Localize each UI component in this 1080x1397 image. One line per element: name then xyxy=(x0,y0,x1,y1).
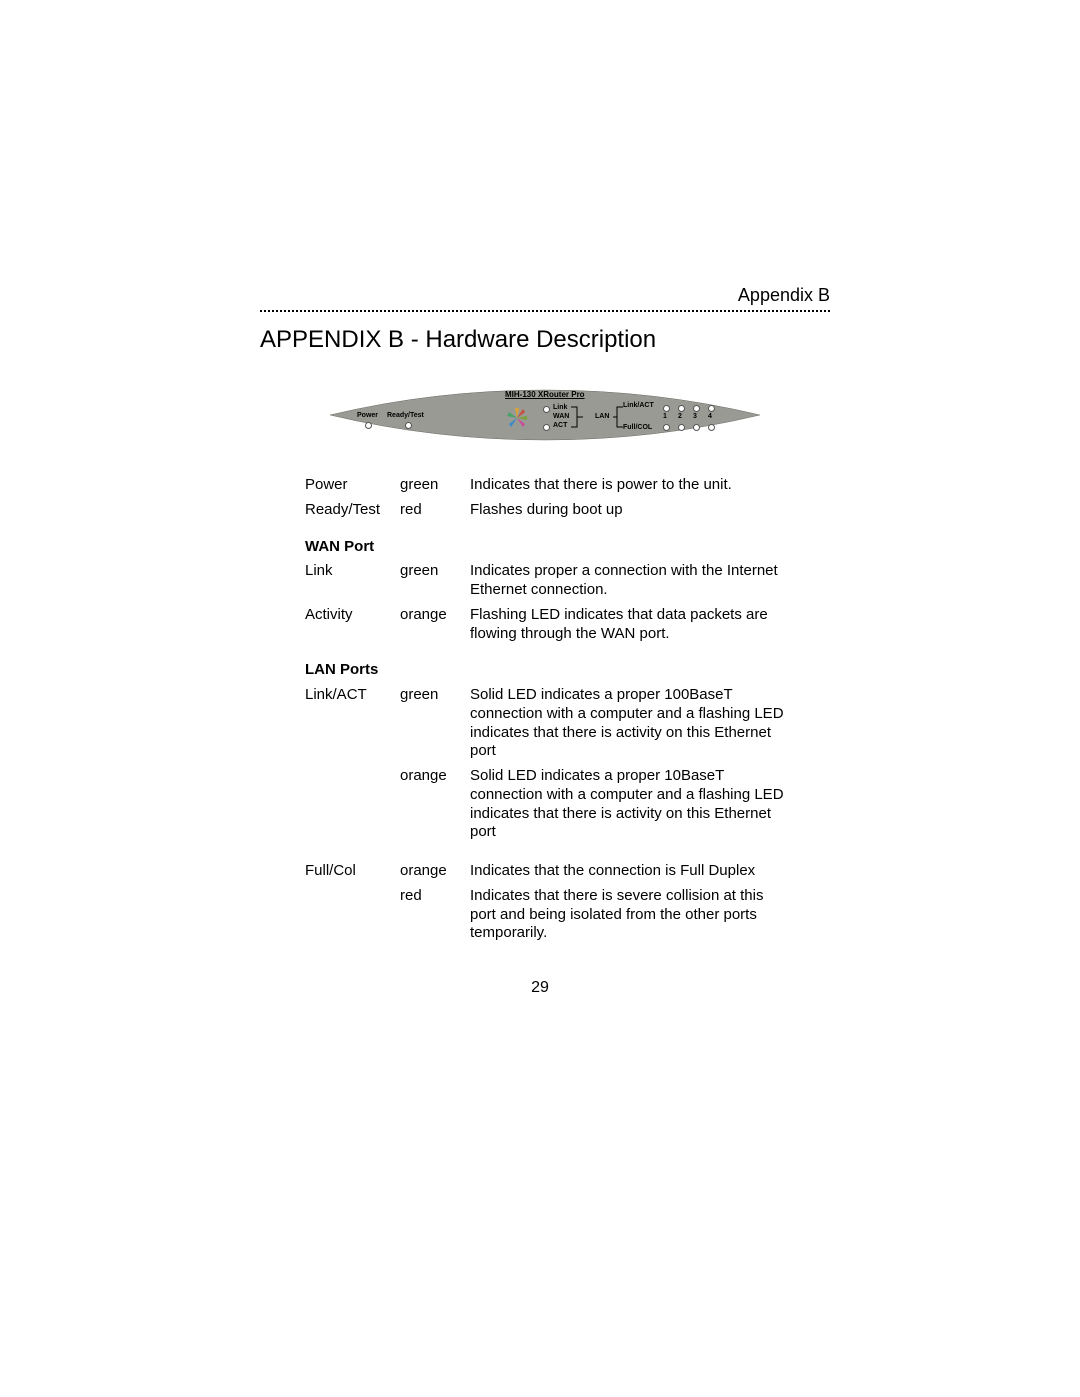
led-desc: Indicates proper a connection with the I… xyxy=(470,562,785,600)
led-lan-fullcol-1 xyxy=(663,424,670,431)
led-name: Activity xyxy=(305,606,400,625)
device-illustration: MIH-130 XRouter Pro Power Ready/Test xyxy=(325,384,765,446)
table-row: Ready/Test red Flashes during boot up xyxy=(305,501,785,520)
led-wan-act xyxy=(543,424,550,431)
led-color: green xyxy=(400,476,470,495)
table-row: Link green Indicates proper a connection… xyxy=(305,562,785,600)
led-lan-fullcol-2 xyxy=(678,424,685,431)
led-name: Link/ACT xyxy=(305,686,400,705)
label-wan: WAN xyxy=(553,413,569,420)
led-color: red xyxy=(400,887,470,906)
led-color: orange xyxy=(400,767,470,786)
appendix-label: Appendix B xyxy=(260,285,830,306)
label-link: Link xyxy=(553,404,567,411)
label-act: ACT xyxy=(553,422,567,429)
section-wan: WAN Port xyxy=(305,538,785,557)
divider xyxy=(260,310,830,312)
led-name: Link xyxy=(305,562,400,581)
led-desc: Solid LED indicates a proper 10BaseT con… xyxy=(470,767,785,842)
label-fullcol: Full/COL xyxy=(623,424,652,431)
device-model-label: MIH-130 XRouter Pro xyxy=(505,390,585,399)
lan-num-2: 2 xyxy=(678,413,682,420)
led-lan-linkact-1 xyxy=(663,405,670,412)
led-name: Ready/Test xyxy=(305,501,400,520)
table-row: Activity orange Flashing LED indicates t… xyxy=(305,606,785,644)
page-title: APPENDIX B - Hardware Description xyxy=(260,326,830,354)
led-desc: Indicates that there is severe collision… xyxy=(470,887,785,943)
lan-num-3: 3 xyxy=(693,413,697,420)
led-color: green xyxy=(400,686,470,705)
label-ready: Ready/Test xyxy=(387,412,424,419)
led-lan-linkact-2 xyxy=(678,405,685,412)
led-name: Full/Col xyxy=(305,862,400,881)
content-region: Appendix B APPENDIX B - Hardware Descrip… xyxy=(260,285,830,949)
logo-icon xyxy=(505,406,529,430)
lan-bracket-icon xyxy=(613,405,623,429)
label-linkact: Link/ACT xyxy=(623,402,654,409)
page-number: 29 xyxy=(0,979,1080,997)
table-row: Power green Indicates that there is powe… xyxy=(305,476,785,495)
table-row: red Indicates that there is severe colli… xyxy=(305,887,785,943)
table-row: Full/Col orange Indicates that the conne… xyxy=(305,862,785,881)
led-color: red xyxy=(400,501,470,520)
led-color: green xyxy=(400,562,470,581)
table-row: Link/ACT green Solid LED indicates a pro… xyxy=(305,686,785,761)
led-lan-fullcol-4 xyxy=(708,424,715,431)
led-desc: Indicates that there is power to the uni… xyxy=(470,476,785,495)
led-description-table: Power green Indicates that there is powe… xyxy=(305,476,785,943)
led-desc: Flashes during boot up xyxy=(470,501,785,520)
led-desc: Flashing LED indicates that data packets… xyxy=(470,606,785,644)
led-lan-linkact-3 xyxy=(693,405,700,412)
label-power: Power xyxy=(357,412,378,419)
document-page: Appendix B APPENDIX B - Hardware Descrip… xyxy=(0,0,1080,1397)
led-power xyxy=(365,422,372,429)
led-lan-fullcol-3 xyxy=(693,424,700,431)
lan-num-4: 4 xyxy=(708,413,712,420)
wan-bracket-icon xyxy=(571,405,585,429)
led-color: orange xyxy=(400,862,470,881)
led-desc: Indicates that the connection is Full Du… xyxy=(470,862,785,881)
lan-num-1: 1 xyxy=(663,413,667,420)
led-ready xyxy=(405,422,412,429)
led-desc: Solid LED indicates a proper 100BaseT co… xyxy=(470,686,785,761)
section-lan: LAN Ports xyxy=(305,661,785,680)
led-wan-link xyxy=(543,406,550,413)
label-lan: LAN xyxy=(595,413,609,420)
led-color: orange xyxy=(400,606,470,625)
led-name: Power xyxy=(305,476,400,495)
led-lan-linkact-4 xyxy=(708,405,715,412)
table-row: orange Solid LED indicates a proper 10Ba… xyxy=(305,767,785,842)
